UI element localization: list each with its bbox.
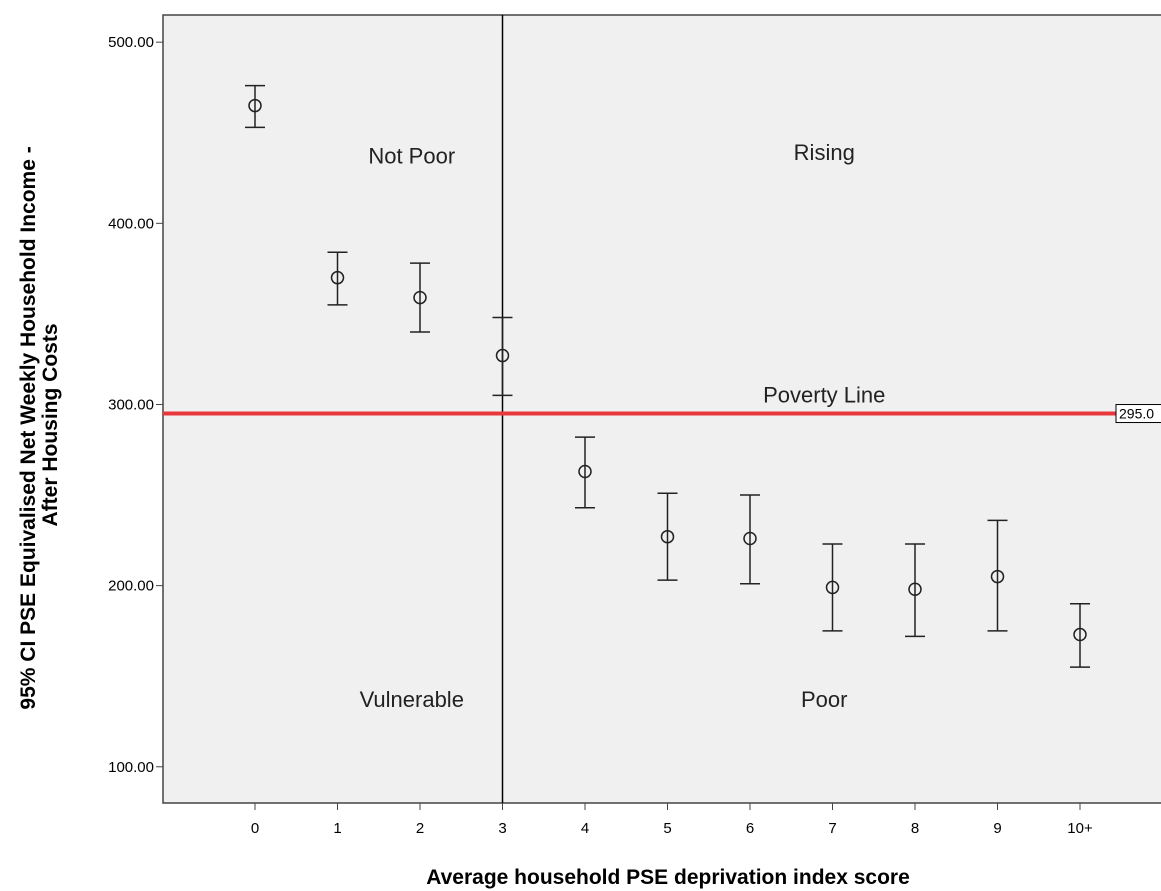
mean-marker: [660, 529, 675, 544]
y-tick-label: 400.00: [108, 215, 154, 232]
x-tick-label: 4: [581, 820, 589, 837]
y-tick-label: 200.00: [108, 578, 154, 595]
axes: 100.00 200.00 300.00 400.00 500.00 0 1 2 3 4 5 6 7 8 9…: [108, 34, 1093, 837]
x-tick-label: 1: [333, 820, 341, 837]
y-tick-label: 500.00: [108, 34, 154, 51]
x-tick-label: 5: [663, 820, 671, 837]
mean-marker: [578, 464, 592, 479]
mean-marker: [908, 582, 922, 596]
y-axis-title-line-2: After Housing Costs: [39, 323, 62, 526]
x-tick-label: 3: [498, 820, 506, 837]
region-labels: Not Poor Rising Poverty Line Vulnerable Poor: [360, 140, 886, 712]
mean-marker: [248, 98, 262, 113]
poverty-line-label-box: [1115, 404, 1161, 424]
x-tick-label: 2: [416, 820, 424, 837]
mean-marker: [1073, 627, 1087, 642]
annotation-poor: Poor: [801, 687, 847, 712]
annotation-rising: Rising: [794, 140, 855, 165]
mean-marker: [825, 580, 840, 595]
annotation-not-poor: Not Poor: [368, 144, 455, 169]
mean-marker: [990, 569, 1005, 584]
y-axis-title: 95% CI PSE Equivalised Net Weekly Househ…: [17, 140, 62, 709]
mean-marker: [413, 290, 427, 305]
y-tick-label: 300.00: [108, 396, 154, 413]
x-axis-title: Average household PSE deprivation index …: [426, 866, 910, 889]
plot-area: [162, 14, 1161, 804]
mean-marker: [330, 270, 345, 285]
x-tick-label: 7: [828, 820, 836, 837]
error-bars: [245, 84, 1090, 668]
poverty-line-value-label: 295.0: [1119, 406, 1154, 422]
annotation-vulnerable: Vulnerable: [360, 687, 464, 712]
y-axis-title-line-1: 95% CI PSE Equivalised Net Weekly Househ…: [17, 146, 40, 709]
mean-marker: [495, 348, 510, 363]
x-tick-label: 6: [746, 820, 754, 837]
x-tick-label: 10+: [1067, 820, 1093, 837]
x-tick-label: 0: [251, 820, 259, 837]
horizontal-reference-layer: 295.0: [163, 404, 1161, 424]
annotation-poverty-line: Poverty Line: [763, 383, 885, 408]
y-tick-label: 100.00: [108, 759, 154, 776]
x-tick-label: 8: [911, 820, 919, 837]
x-tick-label: 9: [993, 820, 1001, 837]
mean-marker: [743, 531, 757, 546]
